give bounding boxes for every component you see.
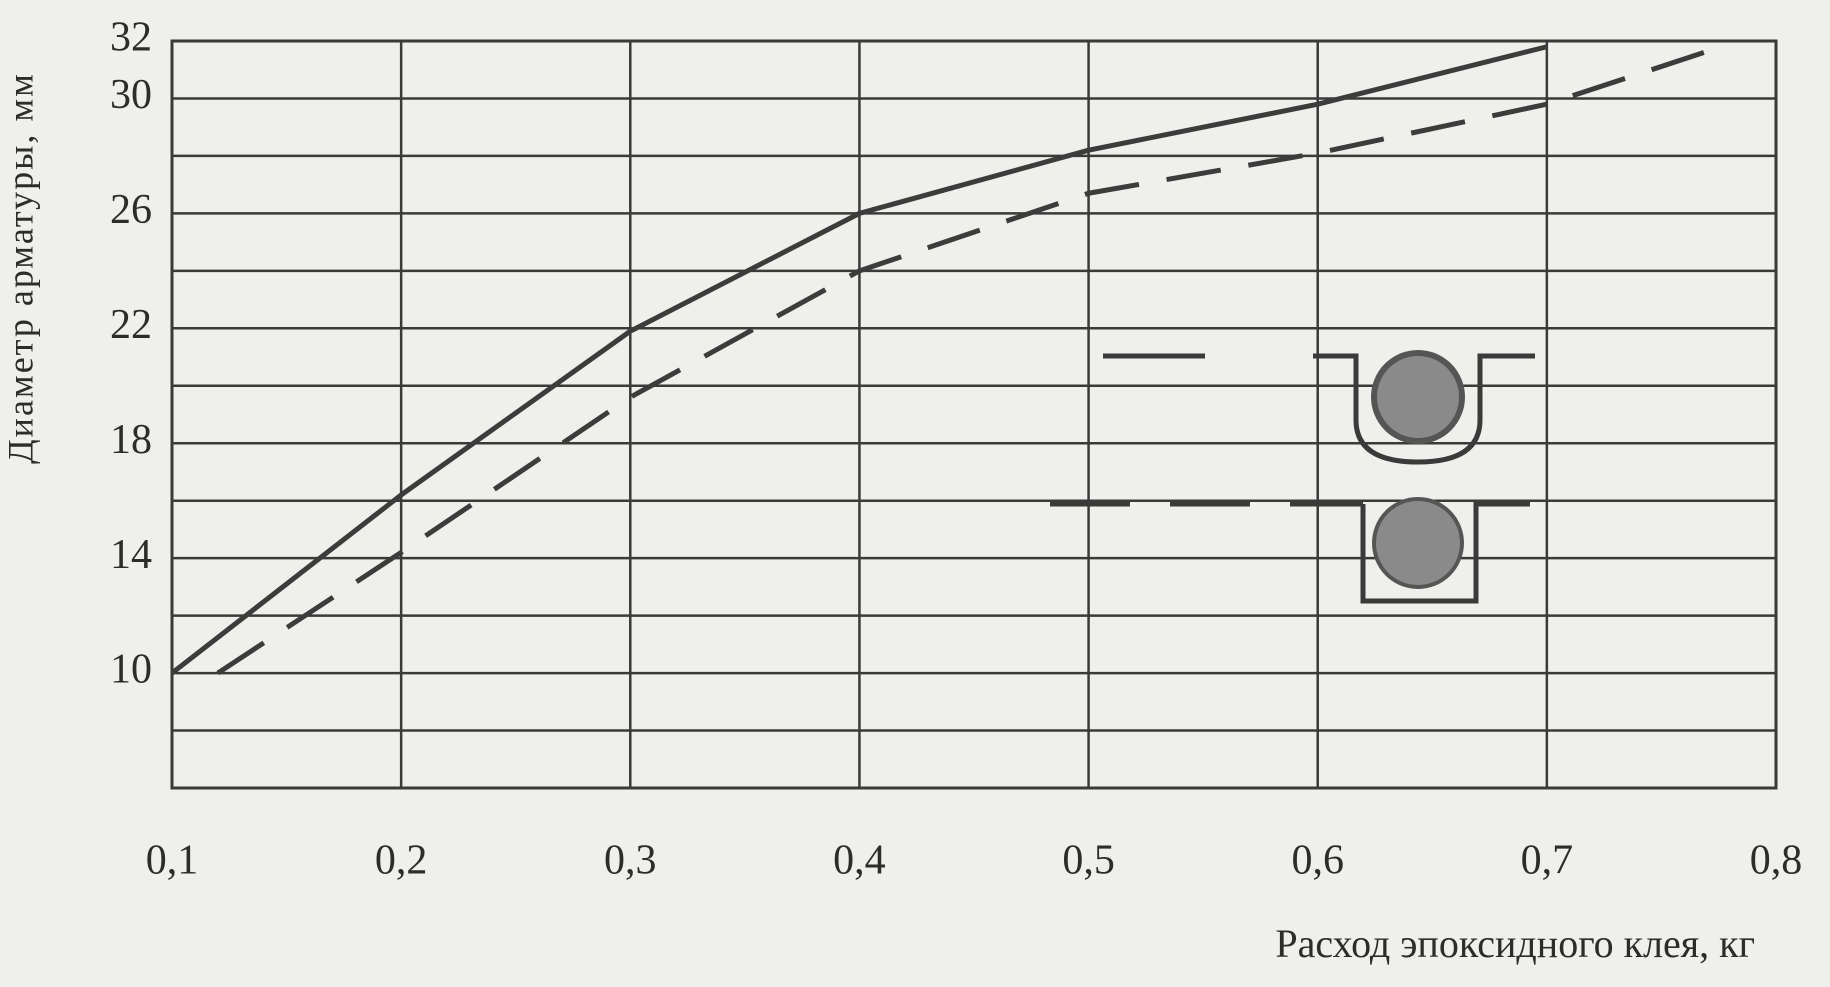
y-tick-label: 10 — [110, 647, 152, 693]
y-tick-label: 18 — [110, 417, 152, 463]
y-tick-label: 22 — [110, 302, 152, 348]
legend-solid-profile — [1313, 353, 1535, 465]
series-line — [170, 44, 1548, 676]
y-tick-label: 26 — [110, 187, 152, 233]
legend-sketch — [1050, 350, 1535, 604]
legend-bar-icon — [1371, 350, 1465, 444]
y-tick-label: 14 — [110, 532, 152, 578]
legend-dashed-profile — [1360, 501, 1530, 604]
x-tick-label: 0,3 — [604, 838, 657, 884]
x-tick-label: 0,8 — [1750, 838, 1803, 884]
x-tick-label: 0,4 — [833, 838, 886, 884]
x-tick-label: 0,1 — [146, 838, 199, 884]
x-axis-title: Расход эпоксидного клея, кг — [1275, 921, 1755, 966]
x-tick-label: 0,2 — [375, 838, 428, 884]
x-tick-label: 0,6 — [1291, 838, 1344, 884]
y-tick-label: 32 — [110, 15, 152, 61]
legend-bar-icon — [1372, 497, 1464, 589]
y-axis-title: Диаметр арматуры, мм — [0, 72, 40, 464]
x-tick-label: 0,5 — [1062, 838, 1115, 884]
y-tick-label: 30 — [110, 72, 152, 118]
series-line — [216, 41, 1731, 676]
x-tick-label: 0,7 — [1521, 838, 1574, 884]
